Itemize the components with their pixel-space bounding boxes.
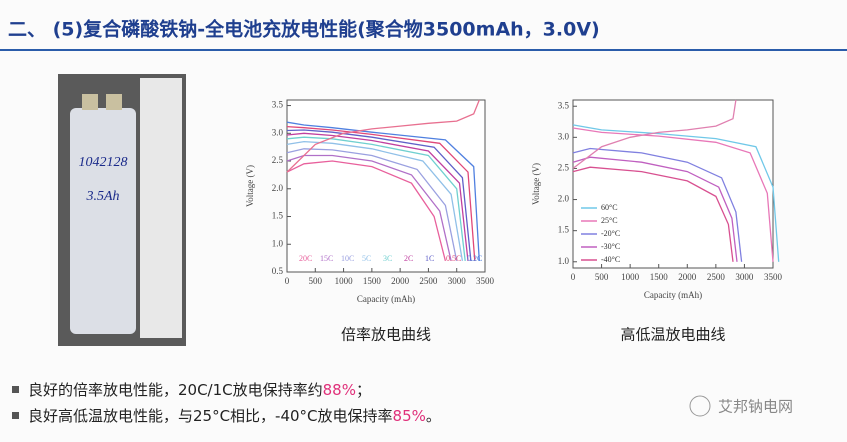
curve — [286, 148, 458, 262]
x-tick-label: 0 — [571, 272, 576, 282]
x-tick-label: 3500 — [476, 276, 495, 286]
x-tick-label: 3000 — [735, 272, 754, 282]
curve — [572, 124, 780, 262]
legend-entry: 0.5C — [446, 254, 461, 263]
y-tick-label: 1.0 — [272, 238, 284, 248]
y-tick-label: 2.0 — [272, 183, 284, 193]
x-tick-label: 2000 — [678, 272, 697, 282]
y-tick-label: 2.5 — [558, 163, 570, 173]
watermark: 艾邦钠电网 — [718, 398, 793, 416]
x-tick-label: 500 — [595, 272, 609, 282]
x-tick-label: 1500 — [650, 272, 669, 282]
x-tick-label: 3000 — [448, 276, 467, 286]
x-axis-label: Capacity (mAh) — [357, 294, 415, 304]
x-tick-label: 1500 — [363, 276, 382, 286]
chart-caption: 高低温放电曲线 — [620, 326, 725, 344]
legend-entry: 2C — [404, 254, 413, 263]
bullet-highlight: 85% — [393, 407, 426, 425]
curve — [572, 156, 738, 262]
y-axis-label: Voltage (V) — [531, 163, 541, 205]
y-tick-label: 3.5 — [558, 100, 570, 110]
x-tick-label: 1000 — [621, 272, 640, 282]
x-tick-label: 2000 — [391, 276, 410, 286]
legend-entry: 3C — [383, 254, 392, 263]
curve — [572, 166, 734, 262]
y-tick-label: 3.5 — [272, 100, 284, 110]
legend-entry: -30°C — [601, 242, 620, 251]
legend-entry: 60°C — [601, 203, 618, 212]
curve — [286, 140, 464, 262]
bullet-icon — [12, 386, 19, 393]
bullet-text: 良好的倍率放电性能，20C/1C放电保持率约 — [28, 381, 323, 399]
photo-label: 1042128 — [79, 155, 128, 170]
legend-entry: 0.2C — [467, 254, 482, 263]
curve — [572, 127, 774, 262]
curve — [572, 99, 737, 169]
photo-label: 3.5Ah — [85, 189, 119, 204]
y-tick-label: 3.0 — [272, 127, 284, 137]
bullet: 良好高低温放电性能，与25°C相比，-40°C放电保持率85%。 — [28, 407, 441, 425]
x-tick-label: 3500 — [764, 272, 783, 282]
curve — [286, 132, 469, 261]
battery-photo: 1042128 3.5Ah — [58, 74, 186, 346]
curve — [286, 129, 472, 261]
curve — [286, 121, 480, 261]
y-tick-label: 2.5 — [272, 155, 284, 165]
legend-entry: 20C — [299, 254, 312, 263]
y-tick-label: 2.0 — [558, 194, 570, 204]
legend-entry: 5C — [362, 254, 371, 263]
curve — [286, 160, 447, 262]
legend-entry: 25°C — [601, 216, 618, 225]
y-tick-label: 1.0 — [558, 256, 570, 266]
bullet-end: 。 — [426, 407, 441, 425]
x-axis-label: Capacity (mAh) — [644, 290, 702, 300]
chart-caption: 倍率放电曲线 — [341, 326, 431, 344]
y-tick-label: 0.5 — [272, 266, 284, 276]
x-tick-label: 0 — [285, 276, 290, 286]
curve — [286, 99, 480, 173]
slide-title: 二、 (5)复合磷酸铁钠-全电池充放电性能(聚合物3500mAh，3.0V) — [8, 18, 600, 41]
watermark-icon — [689, 395, 711, 417]
curve — [286, 125, 476, 261]
x-tick-label: 2500 — [707, 272, 726, 282]
legend-entry: 10C — [341, 254, 354, 263]
y-tick-label: 3.0 — [558, 131, 570, 141]
legend-entry: -20°C — [601, 229, 620, 238]
legend-entry: -40°C — [601, 255, 620, 264]
bullet-text: 良好高低温放电性能，与25°C相比，-40°C放电保持率 — [28, 407, 393, 425]
curve — [572, 147, 743, 262]
legend-entry: 15C — [320, 254, 333, 263]
x-tick-label: 500 — [309, 276, 323, 286]
y-axis-label: Voltage (V) — [245, 165, 255, 207]
y-tick-label: 1.5 — [272, 211, 284, 221]
curve — [286, 136, 466, 261]
x-tick-label: 2500 — [419, 276, 438, 286]
bullet-end: ； — [356, 381, 371, 399]
y-tick-label: 1.5 — [558, 225, 570, 235]
legend-entry: 1C — [425, 254, 434, 263]
x-tick-label: 1000 — [335, 276, 354, 286]
bullet-highlight: 88% — [323, 381, 356, 399]
bullet: 良好的倍率放电性能，20C/1C放电保持率约88%； — [28, 381, 371, 399]
bullet-icon — [12, 412, 19, 419]
